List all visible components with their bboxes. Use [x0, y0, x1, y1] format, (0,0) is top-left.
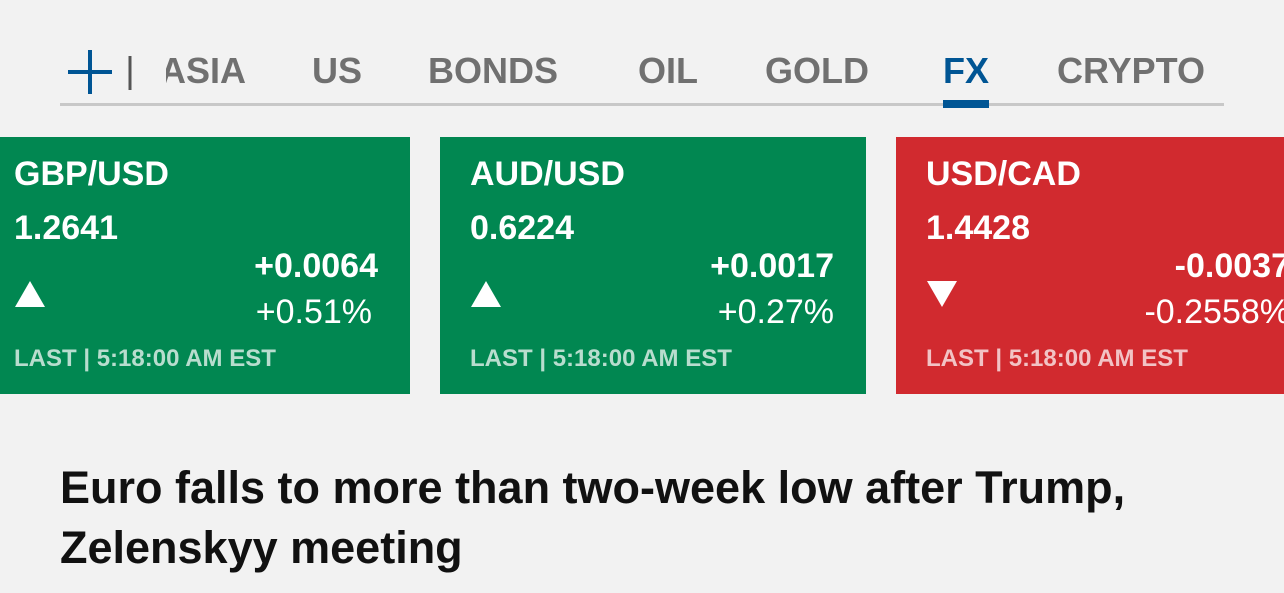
price: 1.4428 — [926, 209, 1030, 247]
pair: AUD/USD — [470, 155, 625, 193]
price: 0.6224 — [470, 209, 574, 247]
timestamp: LAST | 5:18:00 AM EST — [926, 345, 1188, 372]
headline[interactable]: Euro falls to more than two-week low aft… — [60, 462, 1126, 573]
arrow-shape — [927, 281, 957, 307]
add-icon[interactable] — [60, 48, 140, 100]
tab[interactable]: BONDS — [428, 50, 559, 91]
change-pct: -0.2558% — [1144, 293, 1284, 331]
tab[interactable]: ASIA — [160, 50, 247, 91]
tab[interactable]: CRYPTO — [1057, 50, 1206, 91]
timestamp: LAST | 5:18:00 AM EST — [14, 345, 276, 372]
pair: GBP/USD — [14, 155, 169, 193]
arrow-up — [15, 281, 45, 307]
arrow-shape — [15, 281, 45, 307]
quote-card[interactable]: USD/CAD 1.4428 -0.0037 -0.2558% LAST | 5:18:… — [896, 137, 1284, 394]
change-pct: +0.27% — [717, 293, 834, 331]
arrow-down — [927, 281, 957, 307]
timestamp: LAST | 5:18:00 AM EST — [470, 345, 732, 372]
pair: USD/CAD — [926, 155, 1081, 193]
tab-underline — [943, 100, 989, 108]
tab[interactable]: GOLD — [765, 50, 869, 91]
quote-card[interactable]: GBP/USD 1.2641 +0.0064 +0.51% LAST | 5:18:00… — [0, 137, 410, 394]
arrow-shape — [471, 281, 501, 307]
change: +0.0064 — [254, 247, 378, 285]
tab-rule — [60, 103, 1224, 106]
arrow-up — [471, 281, 501, 307]
change: -0.0037 — [1174, 247, 1284, 285]
tab[interactable]: OIL — [638, 50, 698, 91]
price: 1.2641 — [14, 209, 118, 247]
change-pct: +0.51% — [255, 293, 372, 331]
quote-card[interactable]: AUD/USD 0.6224 +0.0017 +0.27% LAST | 5:18:00… — [440, 137, 866, 394]
tab[interactable]: FX — [943, 50, 990, 91]
change: +0.0017 — [710, 247, 834, 285]
tab[interactable]: US — [312, 50, 363, 91]
